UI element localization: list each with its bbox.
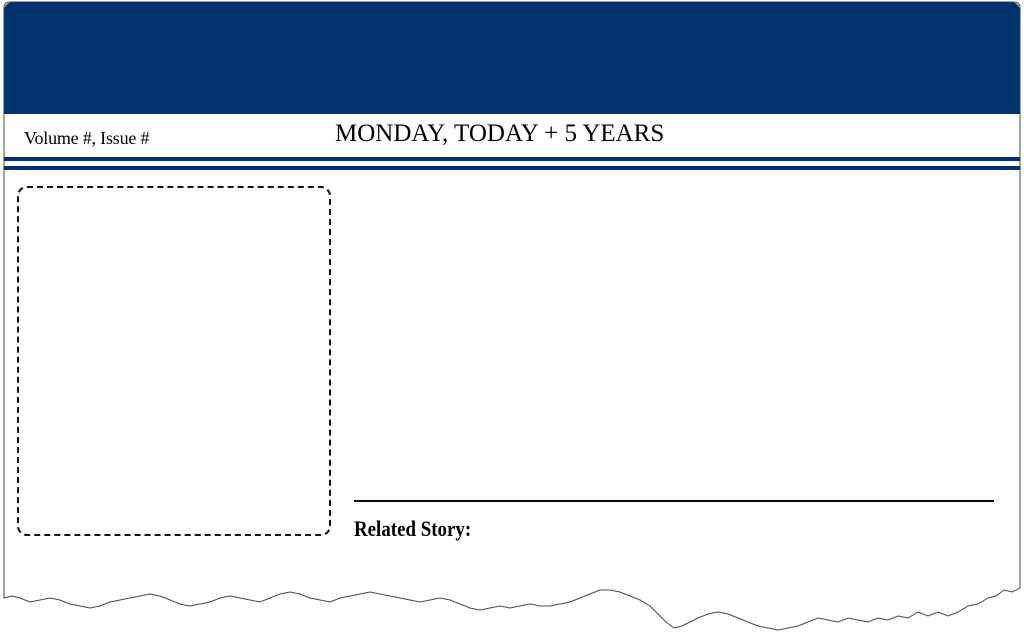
volume-issue-label: Volume #, Issue # — [24, 128, 150, 148]
masthead-rule-bottom — [4, 166, 1020, 170]
masthead-banner — [4, 2, 1020, 114]
related-story-rule — [354, 500, 994, 502]
photo-placeholder[interactable] — [17, 186, 331, 536]
date-line: MONDAY, TODAY + 5 YEARS — [335, 120, 665, 147]
related-story-label: Related Story: — [354, 516, 472, 541]
masthead-rule-top — [4, 157, 1020, 161]
